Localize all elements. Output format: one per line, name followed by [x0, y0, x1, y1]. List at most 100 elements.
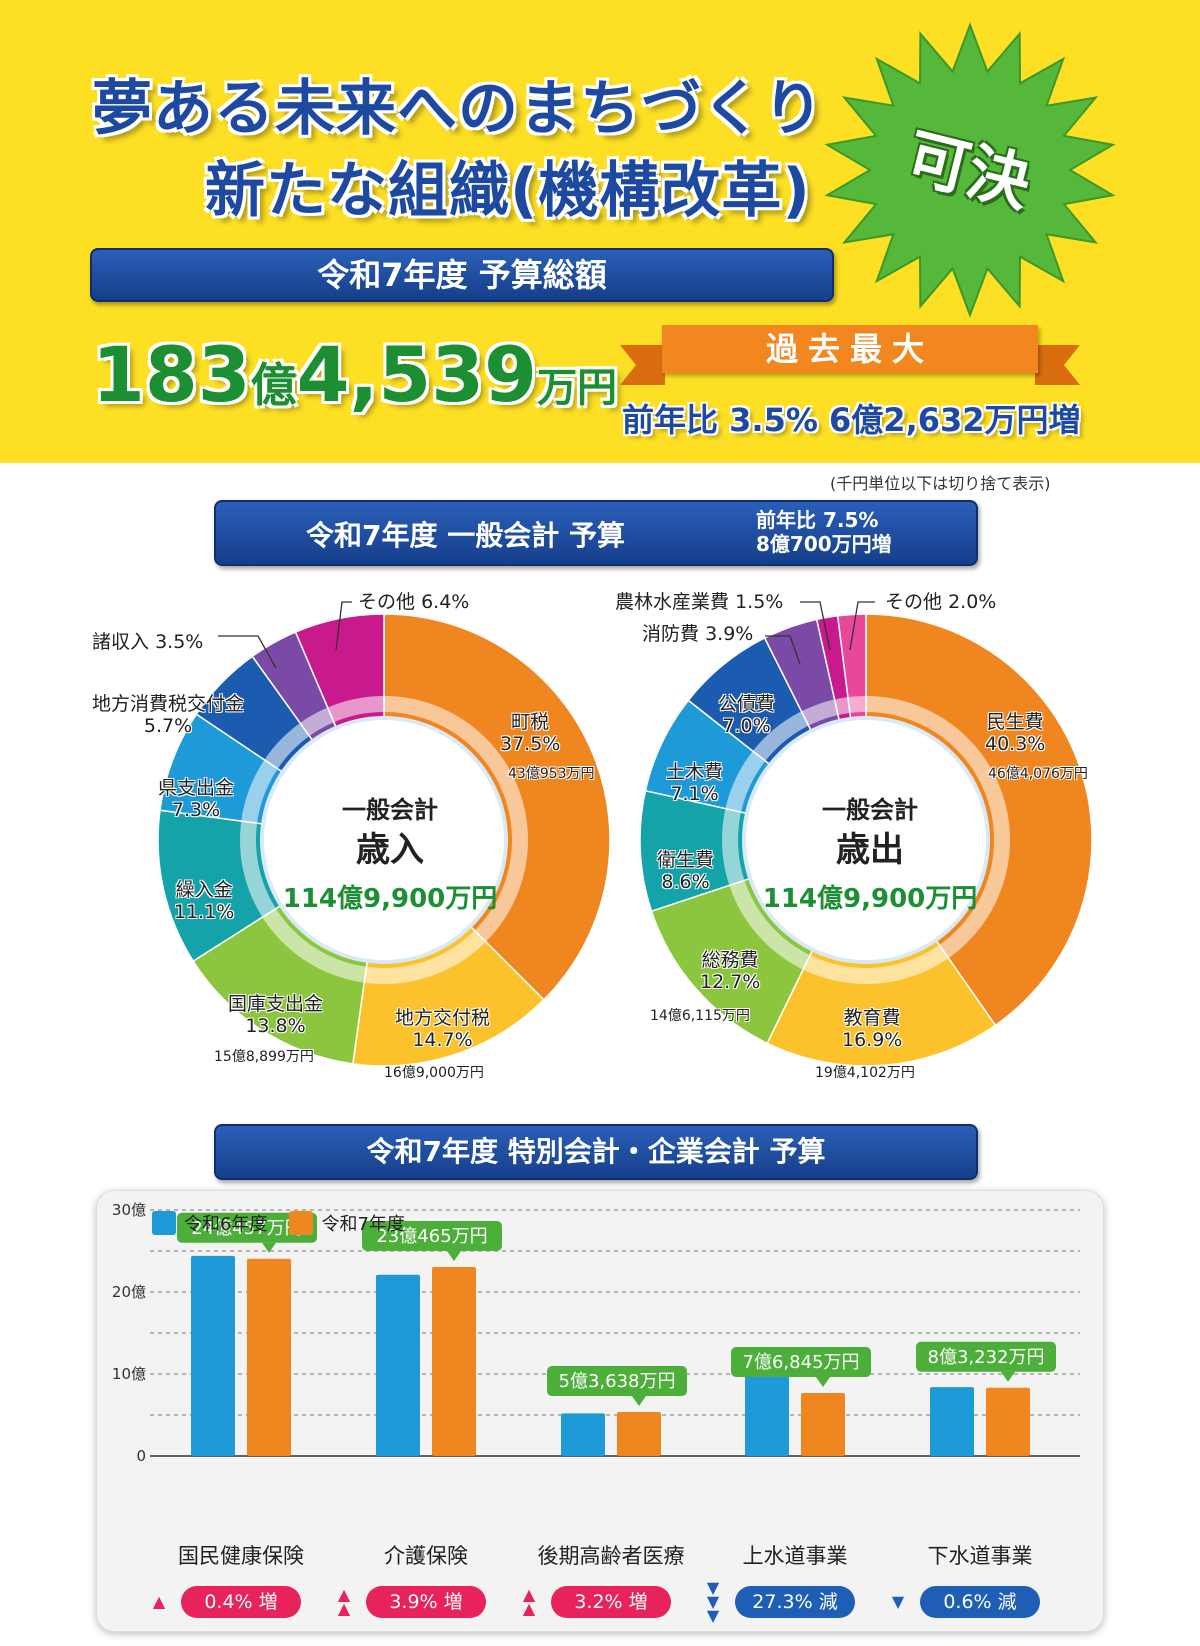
- total-unit2: 万円: [537, 365, 618, 411]
- category-label-4: 下水道事業: [927, 1544, 1033, 1568]
- increase-arrow-icon: ▲ ▲: [337, 1585, 351, 1618]
- expenditure-slice-pct-4: 7.1%: [670, 782, 719, 805]
- revenue-slice-pct-7: 6.4%: [421, 591, 470, 613]
- general-account-growth: 前年比 7.5% 8億700万円増: [756, 508, 892, 556]
- bar-r6-3: [745, 1369, 789, 1456]
- revenue-slice-pct-5: 5.7%: [143, 714, 193, 737]
- expenditure-label-5: 公債費 7.0%: [718, 693, 776, 738]
- revenue-slice-name-1: 地方交付税: [395, 1007, 491, 1029]
- revenue-slice-name-3: 繰入金: [175, 879, 233, 901]
- expenditure-label-2: 総務費 12.7%: [700, 949, 760, 994]
- revenue-inner-glow: [240, 696, 528, 984]
- ribbon-ends: [620, 345, 1080, 385]
- revenue-slice-name-4: 県支出金: [158, 777, 235, 799]
- leader-lines: [218, 601, 875, 669]
- value-label-pointer-0: [262, 1242, 276, 1253]
- revenue-amount-1: 16億9,000万円: [384, 1065, 484, 1081]
- value-label-box-4: [916, 1341, 1056, 1372]
- revenue-label-0: 町税 37.5%: [500, 711, 561, 756]
- revenue-center-hole: [260, 716, 508, 964]
- record-ribbon: 過去最大: [662, 325, 1038, 373]
- value-label-3: 7億6,845万円: [743, 1352, 860, 1373]
- value-label-0: 24億457万円: [191, 1218, 302, 1239]
- expenditure-label-7: 農林水産業費 1.5%: [615, 591, 784, 614]
- value-label-box-2: [547, 1366, 687, 1397]
- rounding-note: (千円単位以下は切り捨て表示): [830, 474, 1051, 493]
- revenue-slice-pct-0: 37.5%: [500, 732, 561, 755]
- legend-label-2024: 令和6年度: [184, 1214, 268, 1235]
- total-unit1: 億: [250, 358, 297, 412]
- starburst-icon: [824, 22, 1116, 318]
- revenue-slice-name-0: 町税: [511, 711, 550, 733]
- revenue-label-3: 繰入金 11.1%: [174, 879, 235, 924]
- change-pill-2: 3.2% 増: [551, 1586, 671, 1618]
- revenue-donut: [157, 613, 611, 1067]
- bar-r7-4: [986, 1387, 1030, 1456]
- total-num1: 183: [92, 330, 251, 419]
- y-tick-label: 30億: [112, 1201, 146, 1219]
- expenditure-slice-pct-1: 16.9%: [842, 1028, 903, 1051]
- value-label-box-0: [177, 1212, 317, 1243]
- legend-label-2025: 令和7年度: [321, 1214, 405, 1235]
- revenue-leader-misc: [218, 635, 277, 669]
- headline-line1: 夢ある未来へのまちづくり: [92, 74, 824, 144]
- change-pill-0: 0.4% 増: [181, 1586, 301, 1618]
- general-growth-line2: 8億700万円増: [756, 532, 892, 556]
- category-row: 国民健康保険 0.4% 増 ▲ 介護保険 3.9% 増 ▲ ▲ 後期高齢者医療 3.2% 増 ▲ ▲…: [0, 1540, 1200, 1630]
- expenditure-slice-pct-8: 2.0%: [948, 591, 997, 613]
- bar-r6-2: [561, 1413, 605, 1456]
- revenue-center-big: 歳入: [356, 830, 424, 870]
- value-label-1: 23億465万円: [376, 1226, 487, 1247]
- expenditure-label-1: 教育費 16.9%: [842, 1007, 903, 1052]
- revenue-label-2: 国庫支出金 13.8%: [228, 993, 323, 1038]
- general-account-title: 令和7年度 一般会計 予算: [306, 519, 625, 552]
- revenue-label-5: 地方消費税交付金 5.7%: [92, 693, 245, 738]
- decrease-arrow-icon: ▼ ▼ ▼: [706, 1578, 720, 1625]
- expenditure-slice-name-4: 土木費: [666, 761, 724, 783]
- pie-charts-svg: [157, 601, 1093, 1067]
- revenue-label-1: 地方交付税 14.7%: [395, 1007, 491, 1052]
- revenue-slice-name-5: 地方消費税交付金: [92, 693, 245, 715]
- category-label-1: 介護保険: [384, 1544, 468, 1568]
- value-label-pointer-2: [632, 1396, 646, 1407]
- change-pill-3: 27.3% 減: [735, 1586, 855, 1618]
- value-label-pointer-1: [447, 1250, 461, 1261]
- general-account-bar: 令和7年度 一般会計 予算 前年比 7.5% 8億700万円増: [214, 500, 978, 566]
- expenditure-label-3: 衛生費 8.6%: [657, 849, 714, 894]
- expenditure-label-0: 民生費 40.3%: [985, 711, 1045, 756]
- change-pill-4: 0.6% 減: [920, 1586, 1040, 1618]
- bar-r6-4: [930, 1387, 974, 1456]
- expenditure-amount-2: 14億6,115万円: [650, 1008, 750, 1024]
- decrease-arrow-icon: ▼: [891, 1592, 905, 1611]
- expenditure-slice-pct-7: 1.5%: [735, 591, 784, 613]
- revenue-label-4: 県支出金 7.3%: [158, 777, 235, 822]
- revenue-slice-pct-3: 11.1%: [174, 900, 235, 923]
- revenue-center-amount: 114億9,900万円: [282, 884, 498, 914]
- expenditure-slice-pct-6: 3.9%: [705, 623, 754, 645]
- bar-chart-svg: 0 10億 20億 30億 24億457万円 23億465万円 5億3,638万円 7億6,…: [112, 1201, 1080, 1465]
- bar-r6-0: [191, 1255, 235, 1456]
- expenditure-donut: [639, 613, 1093, 1067]
- value-label-box-3: [731, 1347, 871, 1378]
- expenditure-slice-name-7: 農林水産業費: [615, 591, 730, 613]
- bar-r6-1: [376, 1274, 420, 1456]
- revenue-leader-other: [335, 601, 352, 651]
- expenditure-center-title: 一般会計: [822, 796, 918, 824]
- expenditure-leader-fire: [765, 635, 801, 665]
- expenditure-center-big: 歳出: [836, 830, 904, 870]
- special-account-bar: 令和7年度 特別会計・企業会計 予算: [214, 1124, 978, 1180]
- revenue-amount-0: 43億953万円: [508, 766, 595, 782]
- expenditure-inner-glow: [722, 696, 1010, 984]
- y-tick-label: 20億: [112, 1283, 146, 1301]
- bar-r7-3: [801, 1393, 845, 1456]
- y-tick-label: 0: [136, 1447, 146, 1465]
- revenue-label-7: その他 6.4%: [358, 591, 470, 614]
- expenditure-slice-pct-5: 7.0%: [722, 714, 771, 737]
- revenue-label-6: 諸収入 3.5%: [92, 631, 203, 654]
- expenditure-leader-agri: [800, 601, 831, 651]
- expenditure-slice-name-1: 教育費: [843, 1007, 901, 1029]
- budget-label-bar: 令和7年度 予算総額: [90, 248, 834, 302]
- category-label-2: 後期高齢者医療: [537, 1544, 685, 1568]
- increase-arrow-icon: ▲ ▲: [522, 1585, 536, 1618]
- expenditure-slice-name-5: 公債費: [718, 693, 776, 715]
